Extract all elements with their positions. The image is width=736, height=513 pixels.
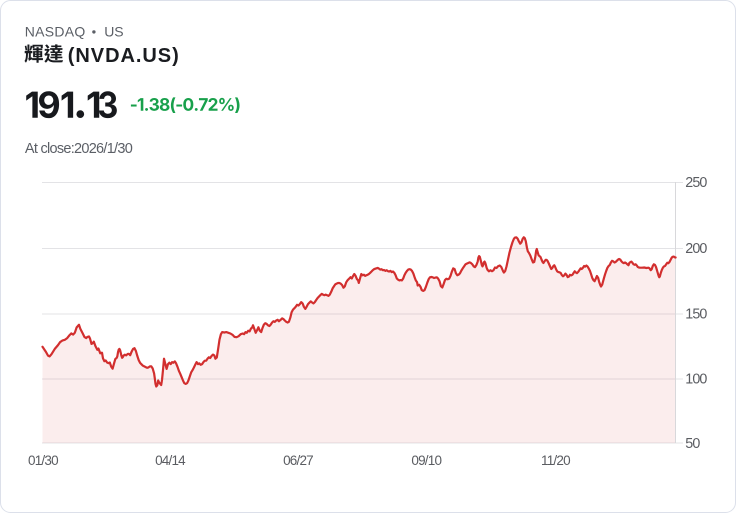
- svg-text:100: 100: [685, 372, 707, 388]
- svg-text:US: US: [104, 23, 123, 39]
- svg-text:06/27: 06/27: [283, 453, 313, 468]
- svg-text:(NVDA.US): (NVDA.US): [68, 45, 180, 67]
- svg-text:250: 250: [685, 175, 707, 191]
- svg-text:50: 50: [685, 436, 700, 452]
- svg-text:150: 150: [685, 306, 707, 322]
- svg-text:04/14: 04/14: [155, 453, 186, 468]
- svg-text:09/10: 09/10: [411, 453, 441, 468]
- svg-text:NASDAQ: NASDAQ: [25, 23, 86, 39]
- svg-text:01/30: 01/30: [28, 453, 58, 468]
- svg-text:200: 200: [685, 241, 707, 257]
- svg-text:11/20: 11/20: [541, 453, 570, 468]
- svg-text:At close:2026/1/30: At close:2026/1/30: [25, 141, 133, 157]
